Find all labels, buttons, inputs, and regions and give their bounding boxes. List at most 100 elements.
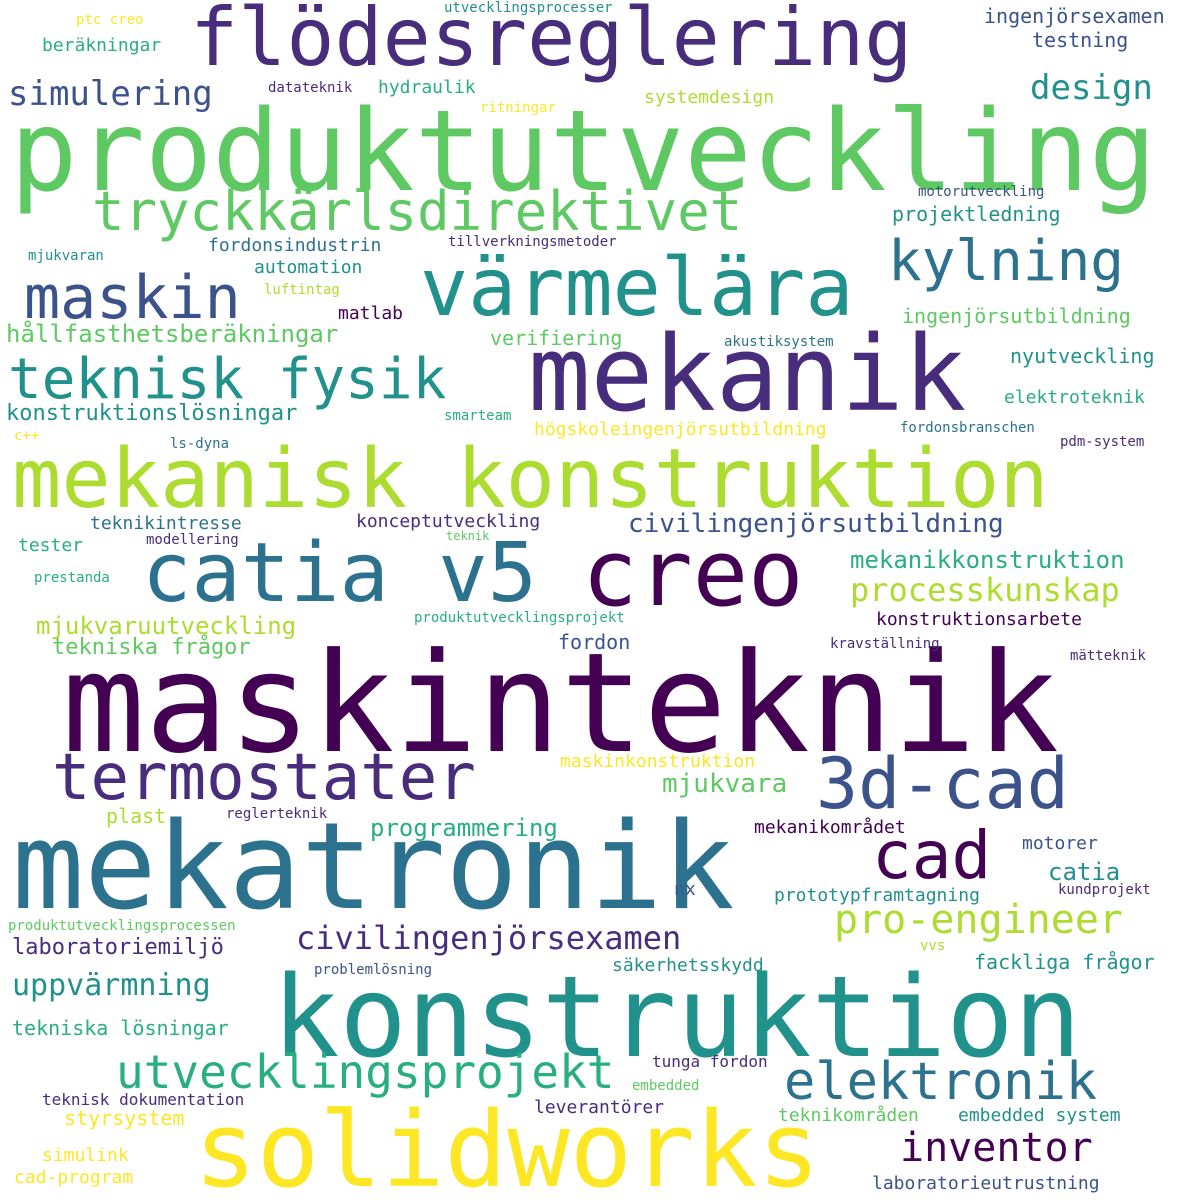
word-fordon: fordon bbox=[558, 630, 631, 654]
word-konstruktion: konstruktion bbox=[272, 953, 1082, 1083]
word-modellering: modellering bbox=[146, 532, 239, 548]
word-luftintag: luftintag bbox=[264, 282, 340, 298]
word-mjukvaran: mjukvaran bbox=[28, 248, 104, 264]
word-automation: automation bbox=[254, 257, 363, 278]
word-catia-v5: catia v5 bbox=[142, 526, 537, 621]
word-embedded-system: embedded system bbox=[958, 1105, 1121, 1126]
word-reglerteknik: reglerteknik bbox=[226, 806, 328, 822]
word-mjukvara: mjukvara bbox=[662, 769, 788, 799]
word-ls-dyna: ls-dyna bbox=[170, 436, 230, 452]
word-tester: tester bbox=[18, 535, 84, 556]
word-varmelara: värmelära bbox=[420, 241, 854, 334]
word-3d-cad: 3d-cad bbox=[816, 743, 1069, 825]
word-ingenjorsexamen: ingenjörsexamen bbox=[984, 4, 1165, 28]
word-mekatronik: mekatronik bbox=[12, 798, 735, 937]
word-processkunskap: processkunskap bbox=[850, 571, 1120, 609]
word-kravstallning: kravställning bbox=[830, 636, 940, 652]
word-nyutveckling: nyutveckling bbox=[1010, 344, 1155, 368]
word-ingenjorsutbildning: ingenjörsutbildning bbox=[902, 304, 1131, 328]
word-mekanikkonstruktion: mekanikkonstruktion bbox=[850, 546, 1125, 574]
word-elektronik: elektronik bbox=[784, 1052, 1098, 1112]
word-civilingenjorsutbildning: civilingenjörsutbildning bbox=[628, 509, 1004, 539]
word-fordonsindustrin: fordonsindustrin bbox=[208, 235, 382, 256]
word-plast: plast bbox=[106, 804, 167, 828]
word-ptc-creo: ptc creo bbox=[76, 12, 144, 28]
word-mekanik: mekanik bbox=[528, 313, 967, 435]
word-systemdesign: systemdesign bbox=[644, 87, 775, 108]
word-utvecklingsprocesser: utvecklingsprocesser bbox=[444, 0, 613, 16]
word-sakerhetsskydd: säkerhetsskydd bbox=[612, 955, 764, 976]
word-tunga-fordon: tunga fordon bbox=[652, 1052, 768, 1071]
word-matlab: matlab bbox=[338, 303, 404, 324]
word-c-plus-plus: c++ bbox=[14, 428, 40, 444]
word-cad-program: cad-program bbox=[14, 1167, 134, 1188]
word-leverantorer: leverantörer bbox=[534, 1097, 665, 1118]
word-civilingenjorsexamen: civilingenjörsexamen bbox=[296, 919, 682, 957]
word-konstruktionslosningar: konstruktionslösningar bbox=[6, 401, 298, 426]
word-fackliga-fragor: fackliga frågor bbox=[974, 950, 1155, 974]
word-projektledning: projektledning bbox=[892, 202, 1061, 226]
word-embedded: embedded bbox=[632, 1078, 700, 1094]
word-mjukvaruutveckling: mjukvaruutveckling bbox=[36, 612, 297, 640]
word-teknikomraden: teknikområden bbox=[778, 1105, 919, 1126]
word-tillverkningsmetoder: tillverkningsmetoder bbox=[448, 234, 617, 250]
word-termostater: termostater bbox=[52, 741, 476, 815]
word-kundprojekt: kundprojekt bbox=[1058, 882, 1151, 898]
word-maskinteknik: maskinteknik bbox=[62, 623, 1059, 784]
word-hydraulik: hydraulik bbox=[378, 77, 476, 98]
word-pro-engineer: pro-engineer bbox=[834, 897, 1123, 943]
word-matteknik: mätteknik bbox=[1070, 648, 1146, 664]
word-design: design bbox=[1030, 68, 1153, 108]
word-utvecklingsprojekt: utvecklingsprojekt bbox=[116, 1045, 615, 1099]
word-motorutveckling: motorutveckling bbox=[918, 184, 1045, 200]
word-teknisk-dokumentation: teknisk dokumentation bbox=[42, 1090, 245, 1109]
word-tryckkarlsdirektivet: tryckkärlsdirektivet bbox=[92, 180, 743, 243]
word-tekniska-fragor: tekniska frågor bbox=[52, 635, 251, 660]
word-prototypframtagning: prototypframtagning bbox=[774, 885, 980, 906]
word-catia: catia bbox=[1048, 858, 1121, 886]
word-elektroteknik: elektroteknik bbox=[1004, 387, 1145, 408]
word-programmering: programmering bbox=[370, 814, 558, 842]
word-maskin: maskin bbox=[24, 263, 241, 333]
word-fordonsbranschen: fordonsbranschen bbox=[900, 420, 1035, 436]
word-vvs: vvs bbox=[920, 938, 946, 954]
word-smarteam: smarteam bbox=[444, 408, 512, 424]
word-teknik: teknik bbox=[446, 529, 490, 543]
word-creo: creo bbox=[582, 520, 804, 627]
word-pdm-system: pdm-system bbox=[1060, 434, 1145, 450]
word-hogskoleingenjorsutbildning: högskoleingenjörsutbildning bbox=[534, 419, 827, 440]
word-uppvarmning: uppvärmning bbox=[12, 968, 211, 1003]
word-testning: testning bbox=[1032, 28, 1129, 52]
word-flodesreglering: flödesreglering bbox=[190, 0, 913, 84]
word-simulink: simulink bbox=[42, 1145, 129, 1166]
word-konstruktionsarbete: konstruktionsarbete bbox=[876, 609, 1082, 630]
word-motorer: motorer bbox=[1022, 833, 1098, 854]
word-verifiering: verifiering bbox=[490, 326, 623, 350]
word-cad: cad bbox=[872, 817, 992, 894]
word-ritningar: ritningar bbox=[480, 100, 556, 116]
word-styrsystem: styrsystem bbox=[64, 1106, 185, 1130]
word-akustiksystem: akustiksystem bbox=[724, 334, 834, 350]
word-produktutvecklingsprojekt: produktutvecklingsprojekt bbox=[414, 610, 625, 626]
word-berakningar: beräkningar bbox=[42, 35, 162, 56]
word-datateknik: datateknik bbox=[268, 80, 353, 96]
word-inventor: inventor bbox=[900, 1125, 1093, 1171]
word-mekanisk-konstruktion: mekanisk konstruktion bbox=[12, 432, 1049, 527]
word-solidworks: solidworks bbox=[194, 1089, 821, 1200]
word-produktutvecklingsprocessen: produktutvecklingsprocessen bbox=[8, 918, 236, 934]
word-mekanikomradet: mekanikområdet bbox=[754, 817, 906, 838]
word-teknikintresse: teknikintresse bbox=[90, 513, 242, 534]
word-kylning: kylning bbox=[888, 229, 1125, 294]
word-teknisk-fysik: teknisk fysik bbox=[8, 347, 447, 412]
word-maskinkonstruktion: maskinkonstruktion bbox=[560, 751, 756, 772]
word-hallfasthetsberakningar: hållfasthetsberäkningar bbox=[6, 320, 339, 348]
word-produktutveckling: produktutveckling bbox=[10, 87, 1157, 217]
word-konceptutveckling: konceptutveckling bbox=[356, 511, 541, 532]
word-nx: nx bbox=[674, 879, 696, 900]
word-prestanda: prestanda bbox=[34, 570, 110, 586]
word-laboratorieutrustning: laboratorieutrustning bbox=[872, 1173, 1100, 1194]
word-laboratoriemiljo: laboratoriemiljö bbox=[12, 935, 224, 960]
word-problemlosning: problemlösning bbox=[314, 962, 433, 978]
word-simulering: simulering bbox=[8, 74, 213, 114]
